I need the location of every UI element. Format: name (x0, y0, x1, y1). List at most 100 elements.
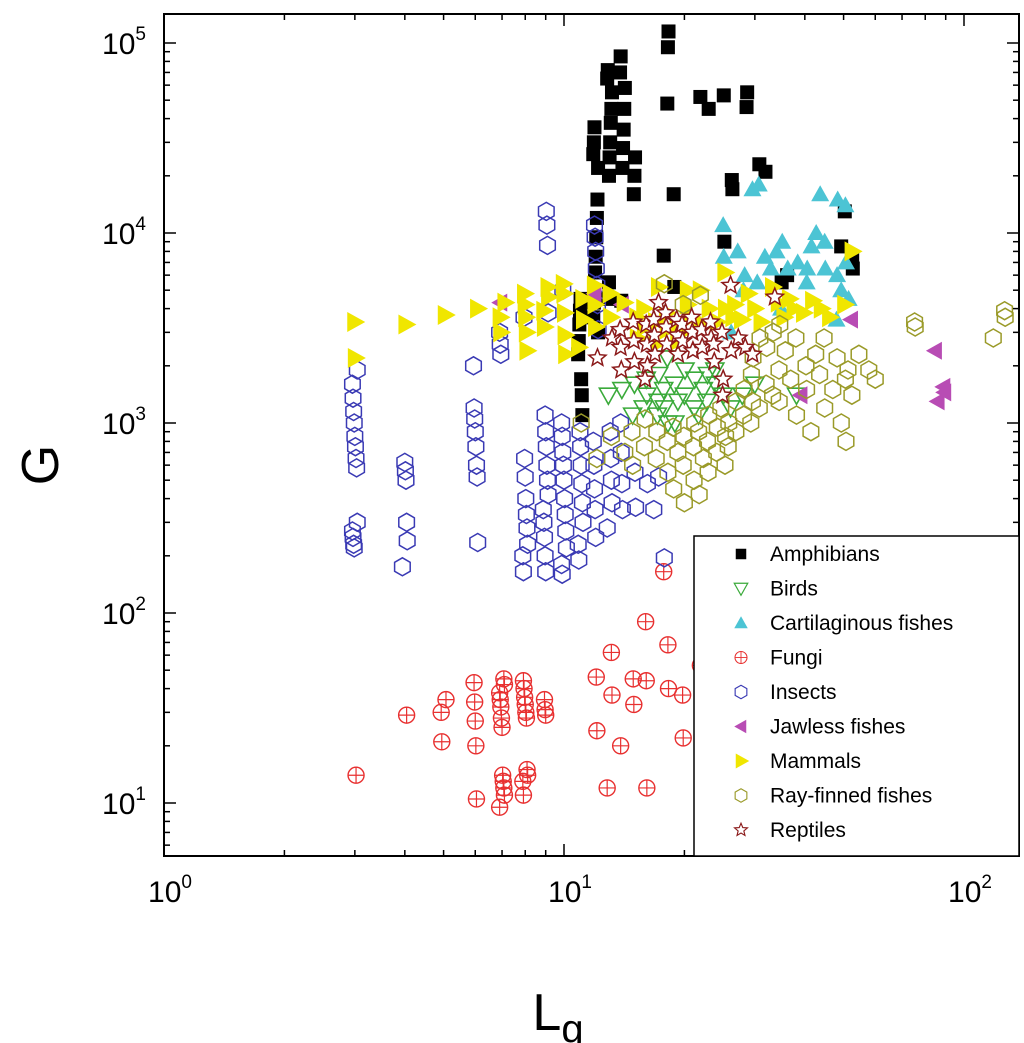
data-point-amphibians (603, 115, 618, 130)
data-point-cartilaginous-fishes (714, 247, 733, 264)
legend-item-ray-finned-fishes: Ray-finned fishes (734, 785, 932, 808)
data-point-fungi (493, 718, 511, 737)
data-point-ray-finned-fishes (636, 409, 654, 429)
data-point-birds (657, 415, 679, 434)
legend-label: Reptiles (770, 819, 846, 842)
data-point-jawless-fishes (934, 377, 951, 396)
data-point-mammals (692, 280, 711, 301)
x-axis-title-subscript: g (561, 1007, 583, 1043)
data-point-ray-finned-fishes (602, 426, 620, 447)
legend-label: Mammals (770, 750, 861, 773)
data-point-cartilaginous-fishes (797, 273, 816, 290)
data-point-insects (613, 473, 631, 494)
series-ray-finned-fishes (572, 273, 1014, 513)
data-point-amphibians (613, 49, 628, 64)
data-point-amphibians (613, 65, 628, 80)
data-point-birds (684, 371, 706, 390)
data-point-insects (345, 538, 363, 558)
data-point-ray-finned-fishes (802, 421, 820, 442)
data-point-mammals (636, 298, 655, 319)
data-point-cartilaginous-fishes (836, 253, 855, 270)
data-point-mammals (347, 312, 366, 333)
data-point-birds (674, 387, 695, 406)
data-point-amphibians (588, 249, 603, 264)
legend-label: Ray-finned fishes (770, 785, 932, 808)
data-point-insects (398, 530, 416, 551)
legend-item-reptiles: Reptiles (733, 819, 846, 842)
data-point-insects (603, 492, 621, 513)
data-point-fungi (437, 690, 455, 709)
legend-label: Birds (770, 578, 818, 601)
data-point-ray-finned-fishes (588, 448, 606, 469)
data-point-jawless-fishes (928, 392, 945, 411)
series-insects (343, 201, 673, 585)
x-tick-label: 102 (948, 872, 992, 909)
data-point-mammals (616, 292, 635, 313)
data-point-insects (613, 499, 631, 520)
data-point-mammals (557, 302, 575, 323)
data-point-insects (586, 227, 604, 248)
data-point-ray-finned-fishes (758, 337, 776, 358)
data-point-cartilaginous-fishes (807, 224, 826, 240)
legend-item-fungi: Fungi (734, 647, 823, 670)
data-point-amphibians (693, 89, 708, 104)
data-point-reptiles (720, 339, 742, 360)
legend-box (693, 535, 1020, 857)
data-point-amphibians (660, 40, 675, 55)
data-point-ray-finned-fishes (906, 317, 924, 337)
data-point-mammals (747, 298, 766, 319)
data-point-amphibians (758, 164, 773, 179)
data-point-insects (586, 499, 604, 520)
data-point-amphibians (628, 150, 643, 165)
data-point-amphibians (667, 279, 682, 294)
data-point-insects (396, 460, 414, 481)
data-point-birds (744, 376, 766, 395)
data-point-ray-finned-fishes (832, 413, 850, 433)
data-point-insects (601, 421, 619, 442)
data-point-ray-finned-fishes (764, 385, 782, 406)
data-point-amphibians (626, 187, 641, 202)
data-point-insects (466, 421, 484, 442)
data-point-insects (346, 426, 364, 447)
data-point-mammals (575, 309, 594, 330)
data-point-amphibians (615, 160, 630, 175)
data-point-fungi (465, 673, 483, 692)
data-point-ray-finned-fishes (776, 340, 794, 361)
data-point-ray-finned-fishes (686, 413, 704, 433)
data-point-insects (627, 497, 645, 518)
data-point-ray-finned-fishes (623, 421, 641, 442)
data-point-reptiles (636, 333, 658, 353)
data-point-ray-finned-fishes (782, 369, 800, 390)
data-point-amphibians (574, 388, 589, 403)
data-point-mammals (558, 344, 577, 365)
tick-labels-layer: 100 101 102 101 102 103 104 105 (102, 24, 992, 909)
data-point-cartilaginous-fishes (832, 281, 851, 298)
data-point-mammals (781, 288, 800, 309)
data-point-insects (344, 527, 362, 548)
data-point-mammals (753, 312, 772, 333)
data-point-fungi (514, 786, 533, 804)
data-point-amphibians (574, 372, 589, 387)
data-points-layer (343, 24, 1014, 816)
data-point-ray-finned-fishes (807, 344, 825, 365)
data-point-mammals (679, 280, 698, 301)
data-point-ray-finned-fishes (836, 369, 854, 390)
data-point-fungi (673, 686, 692, 704)
data-point-fungi (602, 643, 621, 662)
data-point-reptiles (655, 301, 676, 322)
data-point-birds (632, 400, 654, 419)
data-point-amphibians (666, 187, 681, 202)
data-point-insects (638, 473, 656, 494)
data-point-mammals (571, 337, 590, 358)
data-point-mammals (536, 317, 555, 338)
data-point-insects (344, 388, 362, 409)
legend-marker-ray-finned-fishes (734, 788, 748, 803)
data-point-ray-finned-fishes (742, 364, 760, 385)
data-point-cartilaginous-fishes (749, 175, 768, 192)
data-point-ray-finned-fishes (742, 413, 760, 433)
data-point-insects (536, 545, 554, 566)
data-point-mammals (727, 294, 746, 315)
data-point-birds (674, 362, 696, 381)
data-point-mammals (536, 300, 555, 321)
